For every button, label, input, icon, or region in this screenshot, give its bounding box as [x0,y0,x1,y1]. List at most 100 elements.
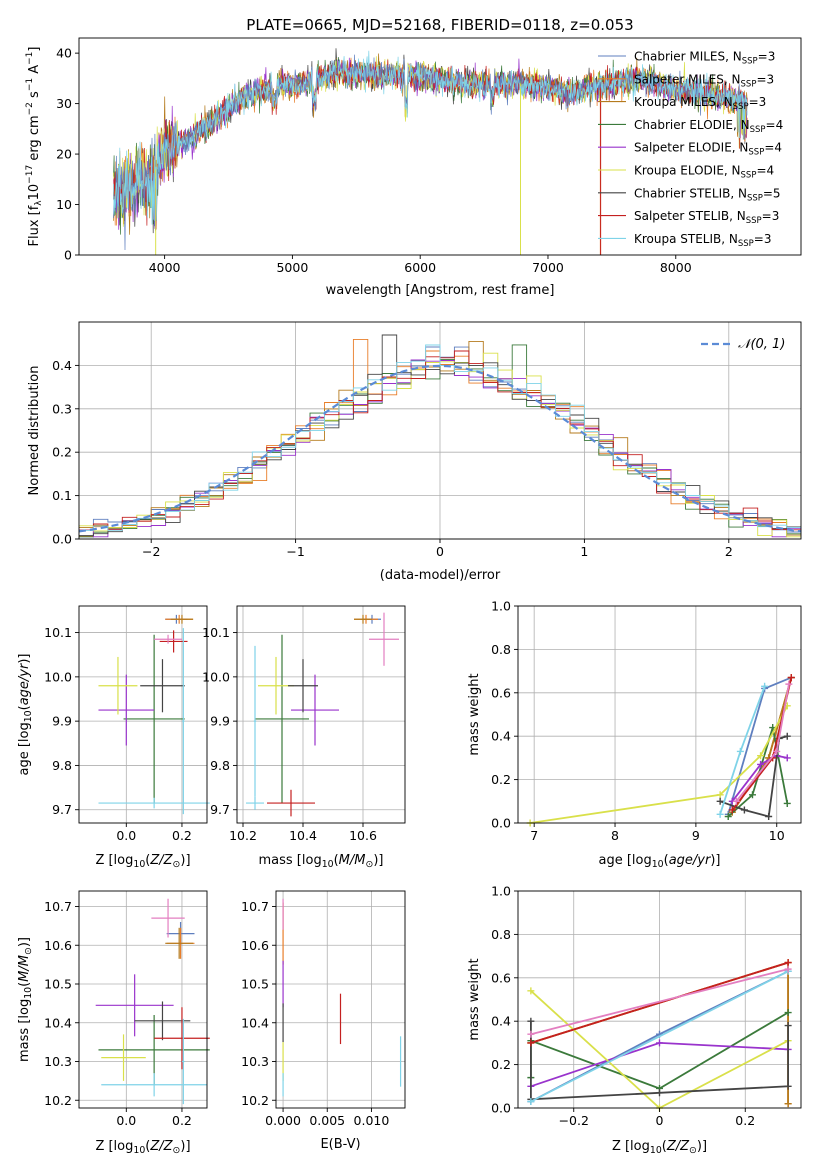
y-tick-label: 10.1 [202,625,230,640]
x-tick-label: 0.0 [116,828,136,843]
mass-weight-marker [783,754,791,762]
mass-weight-series-line [530,968,789,1036]
y-tick-label: 0.6 [491,685,511,700]
x-tick-label: 0.000 [265,1113,301,1128]
age-vs-mass-panel: 10.2 10.4 10.6 9.7 9.8 9.9 10.0 10.1 mass [log10… [202,605,406,870]
legend: Chabrier MILES, NSSP=3 Salpeter MILES, NS… [598,50,783,249]
legend-label: Chabrier MILES, NSSP=3 [634,50,775,67]
x-tick-label: 0.2 [172,1113,192,1128]
mass-weight-marker [527,1039,535,1047]
y-tick-label: 10.7 [44,899,72,914]
legend-label: Kroupa MILES, NSSP=3 [634,95,766,112]
y-tick-label: 10.1 [44,625,72,640]
mass-weight-series-line [727,727,789,818]
y-tick-label: 10.3 [241,1054,269,1069]
legend-label: Chabrier ELODIE, NSSP=4 [634,118,783,135]
y-tick-label: 10.4 [241,1015,269,1030]
x-tick-label: 7000 [532,260,564,275]
mass-weight-marker [716,797,724,805]
x-tick-label: 7 [530,828,538,843]
legend-label: Kroupa STELIB, NSSP=3 [634,232,772,249]
y-axis-label: Flux [fλ10−17 erg cm−2 s−1 A−1] [25,47,44,247]
mass-weight-marker [716,810,724,818]
mass-weight-marker [773,747,781,755]
y-tick-label: 40 [56,46,72,61]
y-tick-label: 10.6 [241,938,269,953]
mass-weight-marker [728,806,736,814]
x-tick-label: 4000 [149,260,181,275]
y-tick-label: 10.7 [241,899,269,914]
axes-frame [78,605,208,824]
y-tick-label: 1.0 [491,599,511,614]
y-tick-label: 9.8 [52,758,72,773]
y-tick-label: 1.0 [491,884,511,899]
mass-weight-series-line [529,705,789,824]
y-axis-label: mass weight [467,958,482,1040]
y-tick-label: 0.6 [491,970,511,985]
mass-weight-marker [527,1017,535,1025]
x-axis-label: wavelength [Angstrom, rest frame] [326,283,555,298]
y-tick-label: 10 [56,197,72,212]
x-tick-label: −2 [142,544,160,559]
x-tick-label: 9 [692,828,700,843]
x-tick-label: 5000 [276,260,308,275]
axes-frame [275,890,406,1109]
legend-label: 𝒩(0, 1) [738,337,785,352]
y-axis-label: mass weight [467,673,482,755]
mass-weight-vs-age-panel: 7 8 9 10 0.0 0.2 0.4 0.6 0.8 1.0 mass weight age [l… [467,599,802,870]
y-tick-label: 0.2 [52,445,72,460]
x-tick-label: 10 [769,828,785,843]
axes-frame [78,37,802,256]
mass-weight-marker [740,806,748,814]
x-tick-label: 10.2 [229,828,257,843]
axis-label: age [log10(age/yr)] [598,853,720,870]
residuals-panel: −2 −1 0 1 2 0.0 0.1 0.2 0.3 0.4 (data-model)/error… [27,321,802,583]
y-tick-label: 10.0 [44,669,72,684]
x-tick-label: 0.2 [172,828,192,843]
mass-weight-marker [757,760,765,768]
mass-weight-series-line [530,961,789,1044]
mass-weight-marker [784,1100,792,1108]
legend-label: Salpeter MILES, NSSP=3 [634,72,774,89]
y-tick-label: 10.3 [44,1054,72,1069]
legend-label: Kroupa ELODIE, NSSP=4 [634,164,774,181]
mass-weight-marker [656,1089,663,1097]
axis-label: mass [log10(M/M⊙)] [259,853,384,870]
age-vs-metallicity-panel: 0.0 0.2 9.7 9.8 9.9 10.0 10.1 Z [log10(Z/Z⊙)] ag… [17,605,210,870]
x-tick-label: 8 [611,828,619,843]
axes-frame [517,605,802,824]
mass-weight-series-line [530,970,789,1103]
x-tick-label: 10.6 [349,828,377,843]
legend-label: Chabrier STELIB, NSSP=5 [634,186,781,203]
y-tick-label: 0.0 [52,532,72,547]
y-tick-label: 0.0 [491,816,511,831]
mass-weight-marker [784,1082,792,1090]
y-tick-label: 9.9 [52,714,72,729]
legend-label: Salpeter STELIB, NSSP=3 [634,209,779,226]
y-tick-label: 10.6 [44,938,72,953]
y-tick-label: 30 [56,96,72,111]
x-axis-label: E(B-V) [320,1137,360,1152]
mass-weight-marker [527,987,535,995]
y-tick-label: 0.4 [491,729,511,744]
mass-weight-marker [724,812,732,820]
y-tick-label: 0 [64,248,72,263]
mass-weight-marker [765,812,773,820]
y-tick-label: 10.0 [202,669,230,684]
mass-weight-marker [784,1022,792,1030]
y-tick-label: 0.8 [491,927,511,942]
y-tick-label: 9.9 [210,714,230,729]
y-tick-label: 10.5 [241,977,269,992]
axes-frame [78,890,208,1109]
y-tick-label: 0.4 [52,358,72,373]
y-tick-label: 0.8 [491,642,511,657]
mass-weight-marker [783,799,791,807]
axis-label: age [log10(age/yr)] [17,653,34,775]
mass-vs-ebv-panel: 0.000 0.005 0.010 10.2 10.3 10.4 10.5 10.6 10.7 E… [241,890,406,1152]
y-tick-label: 9.8 [210,758,230,773]
mass-weight-marker [736,747,744,755]
x-tick-label: 10.4 [289,828,317,843]
y-tick-label: 0.3 [52,401,72,416]
mass-weight-marker [787,674,795,682]
